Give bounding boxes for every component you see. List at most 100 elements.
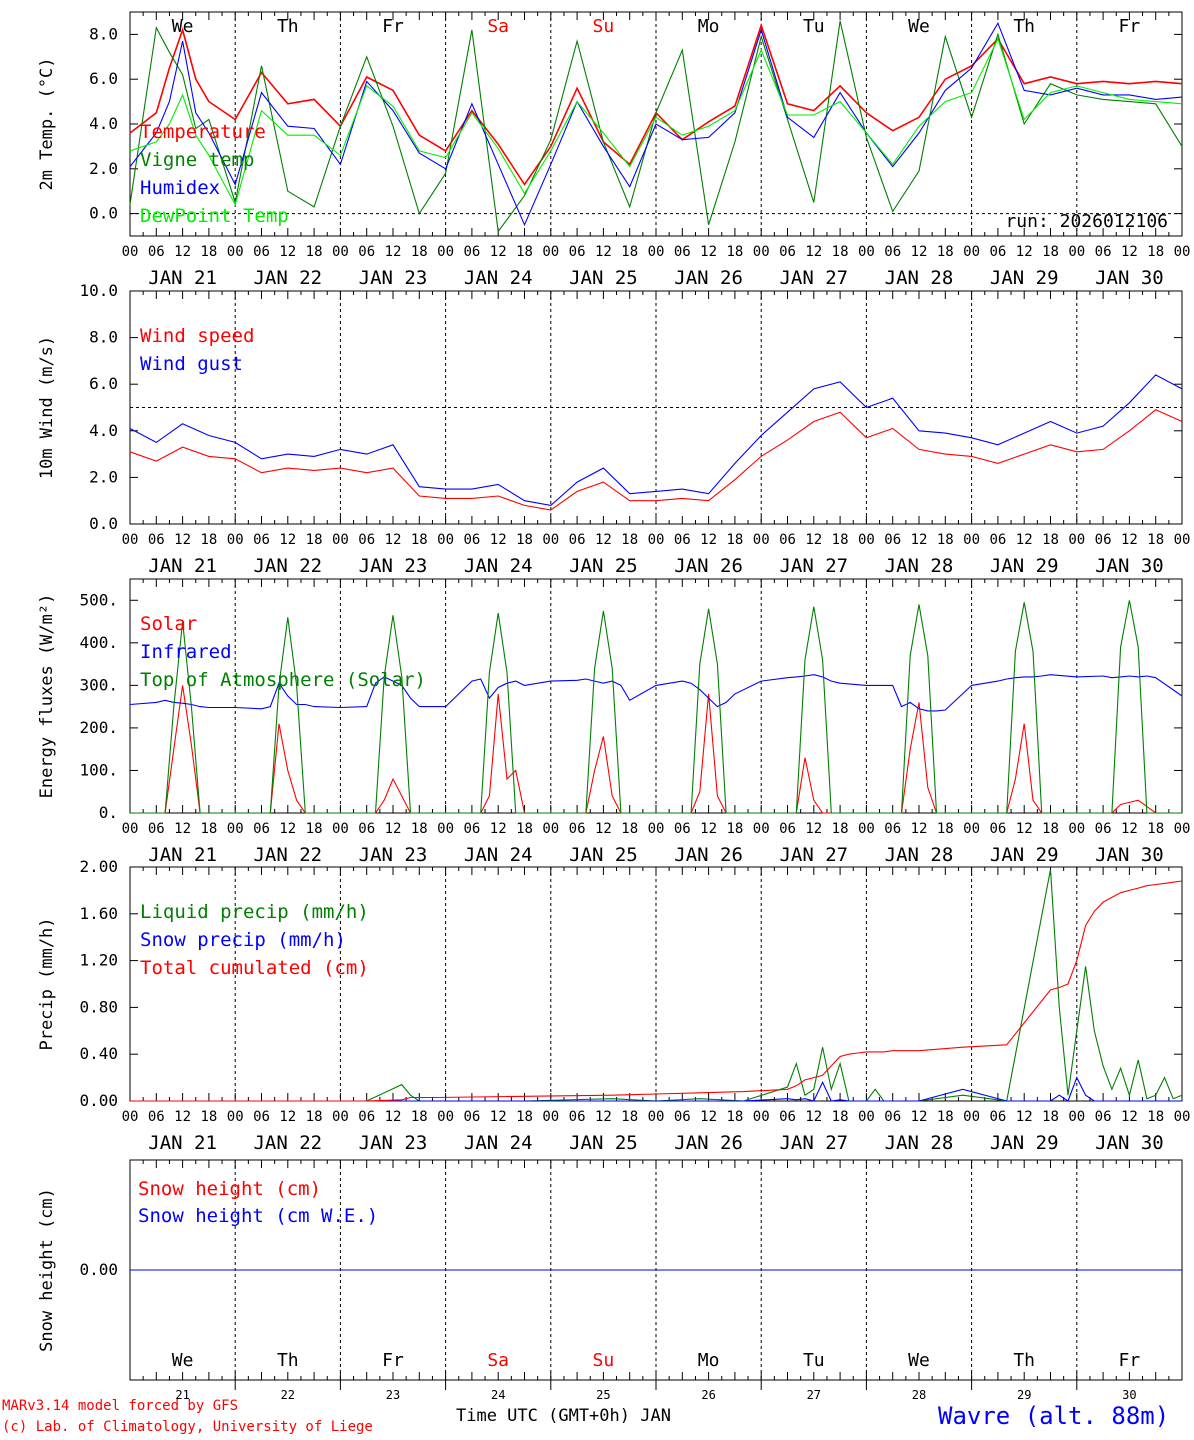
series-line-liquid-precip-mm-h- — [130, 869, 1183, 1102]
x-tick-label: 06 — [148, 532, 165, 548]
weekday-label: Tu — [803, 1350, 825, 1371]
y-tick-label: 0.0 — [89, 514, 118, 533]
x-tick-label: 06 — [253, 532, 270, 548]
x-tick-label: 12 — [1016, 244, 1033, 260]
x-tick-label: 18 — [411, 532, 428, 548]
weekday-label: We — [172, 1350, 194, 1371]
weekday-label: Su — [593, 1350, 615, 1371]
x-tick-label: 18 — [1042, 244, 1059, 260]
x-tick-label: 00 — [963, 821, 980, 837]
x-tick-label: 18 — [306, 532, 323, 548]
x-tick-label: 06 — [569, 1109, 586, 1125]
legend-entry: Wind speed — [140, 325, 254, 347]
x-tick-label: 00 — [227, 244, 244, 260]
y-tick-label: 0.0 — [89, 204, 118, 223]
x-tick-label: 12 — [174, 821, 191, 837]
x-tick-label: 12 — [385, 1109, 402, 1125]
panel-1: 0.0 2.0 4.0 6.0 8.0 2m Temp. (°C) Temperature V… — [37, 11, 1190, 289]
x-tick-label: 00 — [332, 821, 349, 837]
x-tick-label: 06 — [463, 244, 480, 260]
y-tick-label: 1.20 — [79, 951, 118, 970]
x-tick-label: 12 — [911, 532, 928, 548]
x-tick-label: 18 — [411, 1109, 428, 1125]
date-label: JAN 21 — [148, 555, 217, 577]
date-label: JAN 22 — [253, 1132, 322, 1154]
legend-entry: Humidex — [140, 177, 220, 199]
x-tick-label: 06 — [253, 821, 270, 837]
y-tick-label: 8.0 — [89, 328, 118, 347]
y-axis-label: 2m Temp. (°C) — [37, 57, 57, 190]
y-tick-label: 10.0 — [79, 281, 118, 300]
x-tick-label: 06 — [989, 1109, 1006, 1125]
weekday-label: We — [172, 16, 194, 37]
x-tick-label: 06 — [1095, 532, 1112, 548]
x-tick-label: 00 — [437, 532, 454, 548]
y-tick-label: 0.40 — [79, 1044, 118, 1063]
day-number-label: 29 — [1017, 1388, 1031, 1402]
x-tick-label: 00 — [963, 244, 980, 260]
x-tick-label: 00 — [753, 821, 770, 837]
legend-entry: DewPoint Temp — [140, 205, 289, 227]
x-tick-label: 06 — [253, 1109, 270, 1125]
x-tick-label: 00 — [437, 244, 454, 260]
x-tick-label: 18 — [411, 821, 428, 837]
x-tick-label: 18 — [726, 244, 743, 260]
date-label: JAN 23 — [359, 844, 428, 866]
x-tick-label: 18 — [621, 821, 638, 837]
y-tick-label: 0.00 — [79, 1260, 118, 1279]
series-line-snow-precip-mm-h- — [130, 1076, 1182, 1102]
x-tick-label: 18 — [1147, 244, 1164, 260]
day-number-label: 25 — [596, 1388, 610, 1402]
x-tick-label: 06 — [148, 821, 165, 837]
x-tick-label: 18 — [200, 1109, 217, 1125]
x-tick-label: 18 — [621, 244, 638, 260]
x-tick-label: 12 — [174, 532, 191, 548]
x-tick-label: 18 — [937, 821, 954, 837]
x-tick-label: 12 — [805, 1109, 822, 1125]
x-tick-label: 06 — [884, 1109, 901, 1125]
x-tick-label: 18 — [516, 821, 533, 837]
x-tick-label: 12 — [595, 821, 612, 837]
x-axis-label: Time UTC (GMT+0h) JAN — [456, 1406, 671, 1426]
date-label: JAN 26 — [674, 844, 743, 866]
x-tick-label: 12 — [385, 532, 402, 548]
x-tick-label: 06 — [674, 821, 691, 837]
x-tick-label: 12 — [1121, 244, 1138, 260]
x-tick-label: 06 — [779, 532, 796, 548]
x-tick-label: 00 — [1174, 821, 1191, 837]
date-label: JAN 23 — [359, 267, 428, 289]
y-tick-label: 2.00 — [79, 857, 118, 876]
panel-3: 0. 100. 200. 300. 400. 500. Energy fluxes (W/m… — [37, 578, 1191, 866]
x-tick-label: 00 — [963, 1109, 980, 1125]
x-tick-label: 06 — [463, 532, 480, 548]
x-tick-label: 06 — [674, 532, 691, 548]
day-number-label: 23 — [386, 1388, 400, 1402]
x-tick-label: 18 — [516, 244, 533, 260]
x-tick-label: 18 — [1042, 821, 1059, 837]
weekday-label: We — [908, 16, 930, 37]
x-tick-label: 00 — [1068, 821, 1085, 837]
x-tick-label: 18 — [621, 532, 638, 548]
weekday-label: Th — [1013, 1350, 1035, 1371]
date-label: JAN 21 — [148, 844, 217, 866]
day-number-label: 24 — [491, 1388, 505, 1402]
y-tick-label: 6.0 — [89, 69, 118, 88]
y-tick-label: 4.0 — [89, 421, 118, 440]
weekday-label: Sa — [487, 1350, 509, 1371]
date-label: JAN 26 — [674, 1132, 743, 1154]
series-line-total-cumulated-cm- — [130, 880, 1183, 1102]
y-tick-label: 2.0 — [89, 467, 118, 486]
x-tick-label: 18 — [937, 1109, 954, 1125]
x-tick-label: 18 — [516, 1109, 533, 1125]
x-tick-label: 00 — [542, 532, 559, 548]
x-tick-label: 00 — [227, 532, 244, 548]
series-line-dewpoint-temp — [129, 37, 1183, 207]
x-tick-label: 18 — [306, 1109, 323, 1125]
legend-entry: Temperature — [140, 121, 266, 143]
model-credit: MARv3.14 model forced by GFS — [2, 1398, 239, 1414]
x-tick-label: 06 — [148, 1109, 165, 1125]
date-label: JAN 23 — [359, 1132, 428, 1154]
x-tick-label: 06 — [253, 244, 270, 260]
y-tick-label: 200. — [79, 718, 118, 737]
x-tick-label: 18 — [1147, 821, 1164, 837]
